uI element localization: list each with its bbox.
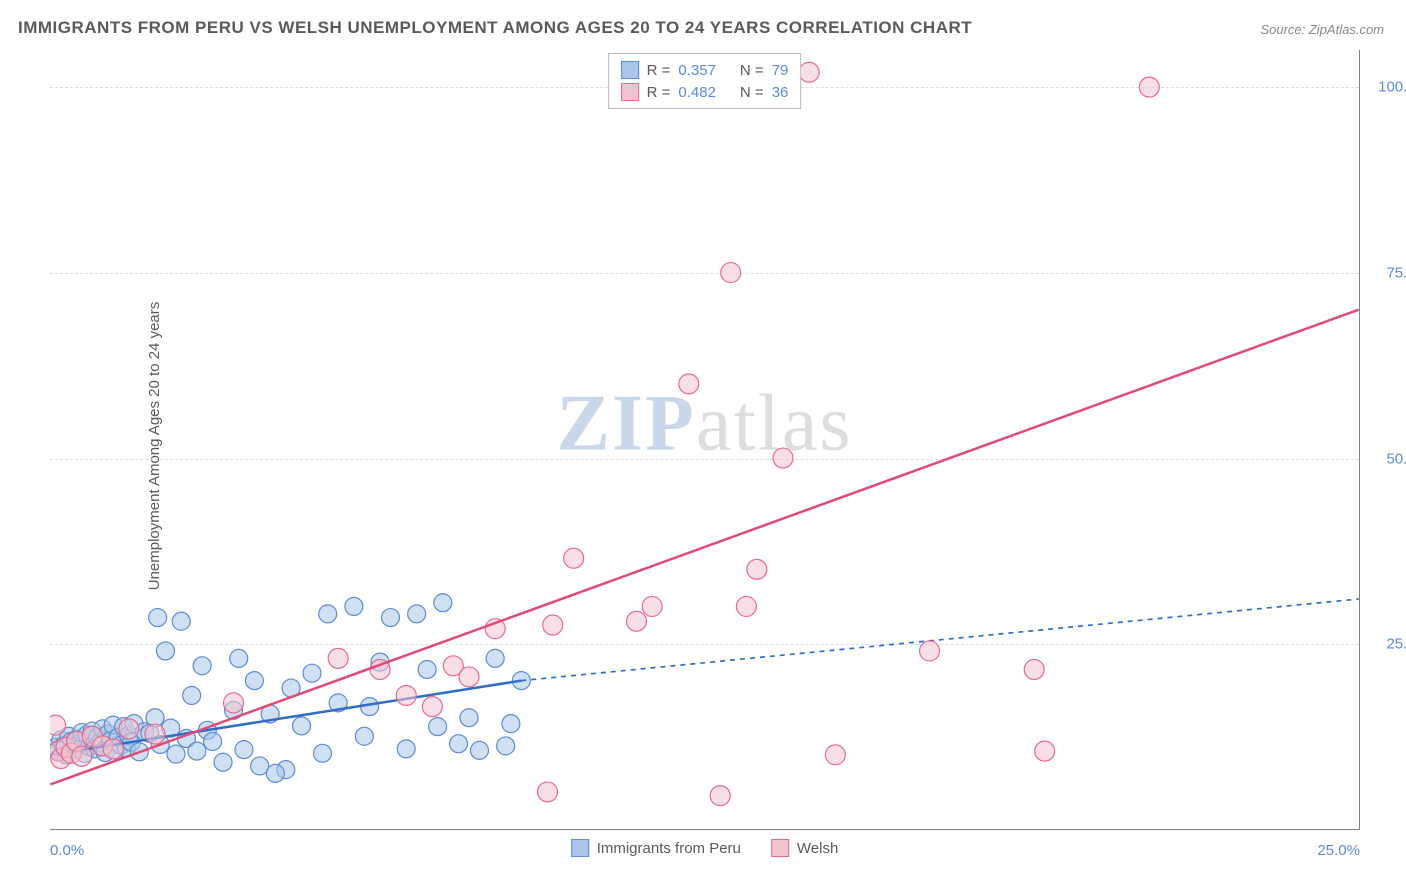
scatter-point (397, 740, 415, 758)
scatter-point (188, 742, 206, 760)
legend-n-value: 79 (772, 62, 789, 79)
regression-line (50, 310, 1358, 785)
legend-top-row: R = 0.482 N = 36 (621, 81, 789, 103)
scatter-point (459, 667, 479, 687)
scatter-point (679, 374, 699, 394)
legend-r-label: R = (647, 62, 671, 79)
legend-swatch (621, 83, 639, 101)
scatter-point (408, 605, 426, 623)
legend-n-label: N = (740, 84, 764, 101)
legend-top-row: R = 0.357 N = 79 (621, 59, 789, 81)
scatter-point (183, 686, 201, 704)
scatter-point (355, 727, 373, 745)
legend-n-value: 36 (772, 84, 789, 101)
scatter-point (470, 741, 488, 759)
legend-n-label: N = (740, 62, 764, 79)
scatter-point (1024, 660, 1044, 680)
scatter-point (460, 709, 478, 727)
legend-r-label: R = (647, 84, 671, 101)
chart-svg (50, 50, 1359, 829)
scatter-point (266, 764, 284, 782)
scatter-point (119, 719, 139, 739)
ytick-label: 25.0% (1369, 636, 1406, 653)
scatter-point (319, 605, 337, 623)
scatter-point (497, 737, 515, 755)
scatter-point (230, 649, 248, 667)
scatter-point (313, 744, 331, 762)
plot-area: ZIPatlas R =0.357N =79R =0.482N =36 Immi… (50, 50, 1360, 830)
scatter-point (773, 448, 793, 468)
legend-series-label: Welsh (797, 840, 838, 857)
legend-swatch (771, 839, 789, 857)
scatter-point (172, 612, 190, 630)
scatter-point (626, 611, 646, 631)
scatter-point (303, 664, 321, 682)
scatter-point (156, 642, 174, 660)
scatter-point (293, 717, 311, 735)
scatter-point (1139, 77, 1159, 97)
scatter-point (1035, 741, 1055, 761)
scatter-point (204, 732, 222, 750)
scatter-point (328, 648, 348, 668)
scatter-point (149, 609, 167, 627)
legend-swatch (621, 61, 639, 79)
scatter-point (72, 746, 92, 766)
source-attribution: Source: ZipAtlas.com (1260, 22, 1384, 37)
legend-swatch (571, 839, 589, 857)
scatter-point (422, 697, 442, 717)
scatter-point (224, 693, 244, 713)
legend-bottom: Immigrants from Peru Welsh (571, 839, 839, 857)
chart-title: IMMIGRANTS FROM PERU VS WELSH UNEMPLOYME… (18, 18, 972, 38)
scatter-point (418, 661, 436, 679)
scatter-point (747, 559, 767, 579)
scatter-point (193, 657, 211, 675)
scatter-point (235, 741, 253, 759)
scatter-point (736, 596, 756, 616)
xtick-label: 25.0% (1317, 842, 1360, 859)
scatter-point (538, 782, 558, 802)
scatter-point (382, 609, 400, 627)
legend-bottom-item: Immigrants from Peru (571, 839, 741, 857)
scatter-point (245, 672, 263, 690)
legend-r-value: 0.357 (678, 62, 716, 79)
scatter-point (920, 641, 940, 661)
scatter-point (642, 596, 662, 616)
scatter-point (345, 597, 363, 615)
ytick-label: 50.0% (1369, 450, 1406, 467)
scatter-point (799, 62, 819, 82)
scatter-point (710, 786, 730, 806)
ytick-label: 75.0% (1369, 264, 1406, 281)
scatter-point (543, 615, 563, 635)
scatter-point (564, 548, 584, 568)
scatter-point (214, 753, 232, 771)
scatter-point (429, 718, 447, 736)
scatter-point (486, 649, 504, 667)
scatter-point (145, 724, 165, 744)
legend-bottom-item: Welsh (771, 839, 838, 857)
legend-r-value: 0.482 (678, 84, 716, 101)
scatter-point (167, 745, 185, 763)
scatter-point (450, 735, 468, 753)
xtick-label: 0.0% (50, 842, 84, 859)
legend-series-label: Immigrants from Peru (597, 840, 741, 857)
scatter-point (50, 715, 66, 735)
scatter-point (721, 263, 741, 283)
scatter-point (434, 594, 452, 612)
legend-top: R = 0.357 N = 79 R = 0.482 N = 36 (608, 53, 802, 109)
scatter-point (502, 715, 520, 733)
scatter-point (396, 685, 416, 705)
scatter-point (103, 739, 123, 759)
scatter-point (825, 745, 845, 765)
ytick-label: 100.0% (1369, 79, 1406, 96)
